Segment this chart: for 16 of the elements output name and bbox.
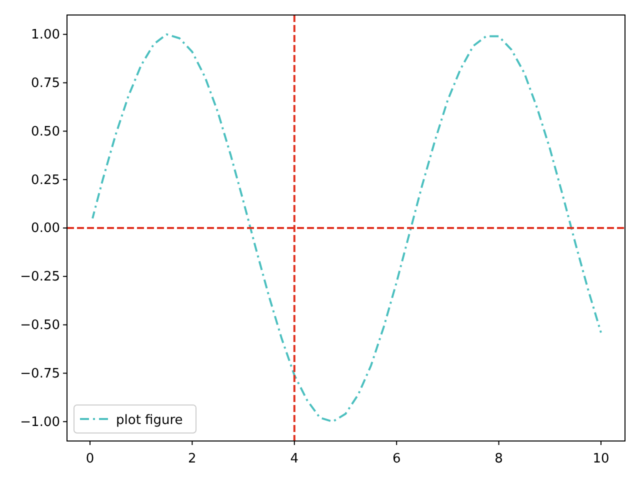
y-tick-label: 0.00 xyxy=(31,221,60,236)
legend-label: plot figure xyxy=(116,413,183,428)
y-tick-label: 0.75 xyxy=(31,76,60,91)
y-tick-label: 0.25 xyxy=(31,172,60,188)
x-tick-label: 6 xyxy=(392,451,401,466)
y-tick-label: −1.00 xyxy=(20,414,60,430)
y-tick-label: −0.75 xyxy=(20,366,60,382)
y-tick-label: −0.25 xyxy=(20,270,60,285)
y-tick-label: 1.00 xyxy=(31,28,60,43)
x-tick-label: 4 xyxy=(290,451,299,466)
x-tick-label: 2 xyxy=(188,451,196,466)
x-tick-label: 10 xyxy=(592,451,610,466)
y-tick-label: 0.50 xyxy=(31,124,60,140)
x-tick-label: 8 xyxy=(494,451,503,466)
x-tick-label: 0 xyxy=(86,451,94,466)
y-tick-label: −0.50 xyxy=(20,318,60,333)
